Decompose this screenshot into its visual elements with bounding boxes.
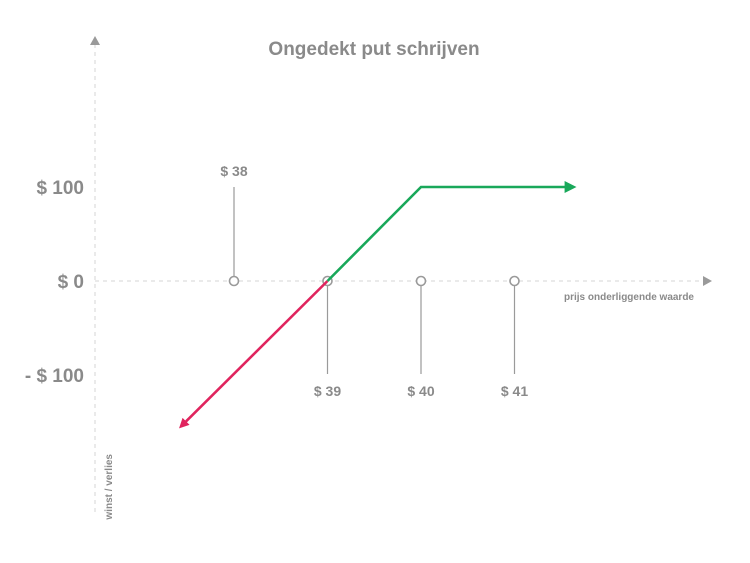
x-tick-marker: [415, 275, 427, 287]
series-line-0: [179, 280, 329, 429]
chart-title: Ongedekt put schrijven: [268, 39, 479, 60]
x-tick-label: $ 38: [220, 163, 247, 179]
x-tick-marker: [228, 275, 240, 287]
x-axis-arrow-icon: [703, 276, 712, 286]
y-tick-label: $ 0: [58, 272, 84, 293]
y-tick-labels: $ 100 $ 0 - $ 100: [25, 178, 84, 387]
x-tick-marker: [509, 275, 520, 287]
y-axis-arrow-icon: [90, 36, 100, 45]
x-axis-label: prijs onderliggende waarde: [564, 292, 694, 303]
x-tick-label: $ 40: [407, 383, 434, 399]
y-axis-label: winst / verlies: [104, 454, 115, 521]
x-tick-label: $ 39: [314, 383, 341, 399]
series-line-1: [326, 181, 577, 282]
x-tick-markers: $ 38 $ 39 $ 40 $ 41: [220, 163, 528, 399]
payoff-series: [179, 181, 577, 429]
x-tick-label: $ 41: [501, 383, 528, 399]
y-tick-label: $ 100: [36, 178, 84, 199]
y-tick-label: - $ 100: [25, 366, 84, 387]
